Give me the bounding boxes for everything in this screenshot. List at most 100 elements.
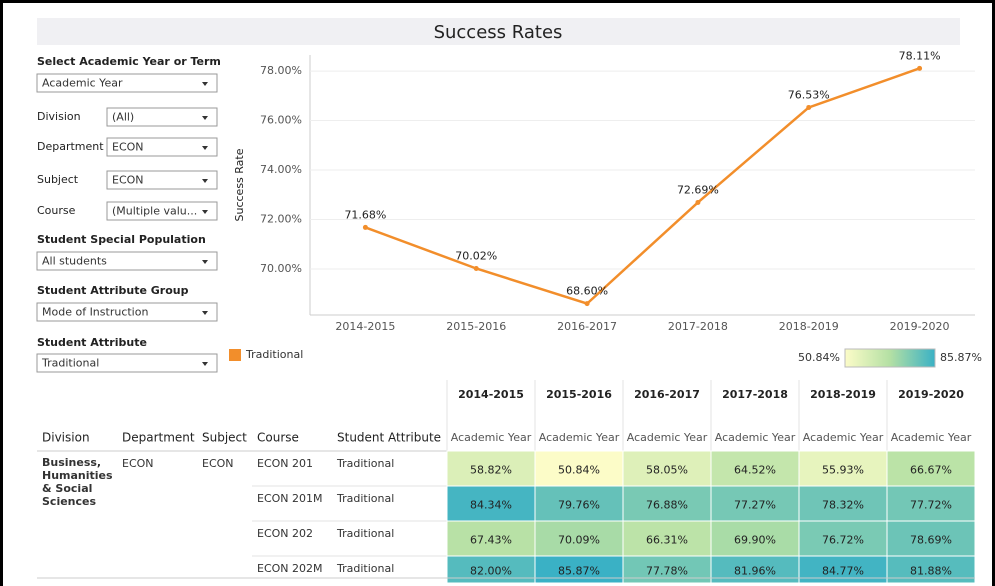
division-cell: Business, Humanities & Social Sciences (42, 456, 113, 508)
cell-label: 66.67% (910, 464, 952, 477)
legend-label: Traditional (245, 348, 303, 361)
heat-cell (798, 450, 888, 487)
data-label: 68.60% (566, 285, 608, 298)
cell-label: 67.43% (470, 534, 512, 547)
point (473, 265, 479, 271)
dropdown-value: (Multiple valu... (112, 205, 197, 218)
attribute-cell: Traditional (336, 562, 394, 575)
dashboard-title: Success Rates (434, 22, 563, 43)
dropdown[interactable] (36, 353, 218, 373)
data-label: 76.53% (788, 88, 830, 101)
x-tick-label: 2014-2015 (335, 320, 395, 333)
heat-cell (886, 450, 976, 487)
period-header: Academic Year (627, 431, 708, 444)
year-header: 2017-2018 (722, 388, 788, 401)
dropdown-value: (All) (112, 111, 134, 124)
dropdown-arrow (202, 146, 208, 150)
heat-cell (710, 450, 800, 487)
data-label: 72.69% (677, 183, 719, 196)
column-header: Division (42, 431, 90, 445)
dropdown-value: ECON (112, 141, 144, 154)
attribute-cell: Traditional (336, 527, 394, 540)
cell-label: 77.78% (646, 565, 688, 578)
y-tick-label: 74.00% (260, 163, 302, 176)
filter-label: Subject (37, 173, 79, 186)
dropdown-arrow (202, 260, 208, 264)
column-header: Subject (202, 431, 247, 445)
dropdown[interactable] (106, 107, 218, 127)
dropdown-arrow (202, 311, 208, 315)
x-tick-label: 2018-2019 (779, 320, 839, 333)
dropdown[interactable] (36, 73, 218, 93)
filter-label: Student Attribute Group (37, 284, 189, 297)
point (362, 224, 368, 230)
heat-cell (446, 450, 536, 487)
point (806, 104, 812, 110)
legend-swatch (229, 349, 241, 361)
dropdown-arrow (202, 210, 208, 214)
y-tick-label: 72.00% (260, 213, 302, 226)
filter-label: Student Attribute (37, 336, 147, 349)
cell-label: 77.27% (734, 499, 776, 512)
heat-cell (798, 485, 888, 522)
subject-cell: ECON (202, 457, 234, 470)
y-tick-label: 70.00% (260, 262, 302, 275)
cell-label: 55.93% (822, 464, 864, 477)
year-header: 2019-2020 (898, 388, 964, 401)
column-header: Course (257, 431, 299, 445)
cell-label: 50.84% (558, 464, 600, 477)
heat-cell (622, 520, 712, 557)
y-tick-label: 76.00% (260, 114, 302, 127)
heat-cell (798, 520, 888, 557)
dropdown-arrow (202, 179, 208, 183)
attribute-cell: Traditional (336, 492, 394, 505)
heat-cell (446, 485, 536, 522)
cell-label: 66.31% (646, 534, 688, 547)
filter-label: Division (37, 110, 81, 123)
cell-label: 69.90% (734, 534, 776, 547)
color-legend-min: 50.84% (798, 351, 840, 364)
x-tick-label: 2019-2020 (890, 320, 950, 333)
cell-label: 58.05% (646, 464, 688, 477)
dropdown-value: Mode of Instruction (42, 306, 148, 319)
cell-label: 78.32% (822, 499, 864, 512)
x-tick-label: 2016-2017 (557, 320, 617, 333)
department-cell: ECON (122, 457, 154, 470)
dropdown[interactable] (36, 251, 218, 271)
dropdown[interactable] (106, 170, 218, 190)
x-tick-label: 2015-2016 (446, 320, 506, 333)
period-header: Academic Year (803, 431, 884, 444)
cell-label: 64.52% (734, 464, 776, 477)
dropdown-arrow (202, 362, 208, 366)
period-header: Academic Year (539, 431, 620, 444)
course-cell: ECON 202 (257, 527, 313, 540)
course-cell: ECON 202M (257, 562, 323, 575)
cell-label: 76.72% (822, 534, 864, 547)
cell-label: 84.34% (470, 499, 512, 512)
dropdown[interactable] (36, 302, 218, 322)
y-axis-title: Success Rate (233, 148, 246, 221)
year-header: 2018-2019 (810, 388, 876, 401)
cell-label: 79.76% (558, 499, 600, 512)
color-legend-bar (844, 348, 936, 368)
filter-label: Department (37, 140, 104, 153)
course-cell: ECON 201M (257, 492, 323, 505)
dropdown[interactable] (106, 201, 218, 221)
period-header: Academic Year (891, 431, 972, 444)
year-header: 2015-2016 (546, 388, 612, 401)
point (917, 65, 923, 71)
cell-label: 82.00% (470, 565, 512, 578)
attribute-cell: Traditional (336, 457, 394, 470)
period-header: Academic Year (451, 431, 532, 444)
cell-label: 85.87% (558, 565, 600, 578)
filter-label: Select Academic Year or Term (37, 55, 221, 68)
title-bar (37, 18, 960, 45)
heat-cell (622, 485, 712, 522)
dropdown[interactable] (106, 137, 218, 157)
filter-label: Student Special Population (37, 233, 206, 246)
line (364, 67, 920, 306)
point (584, 301, 590, 307)
dropdown-arrow (202, 116, 208, 120)
